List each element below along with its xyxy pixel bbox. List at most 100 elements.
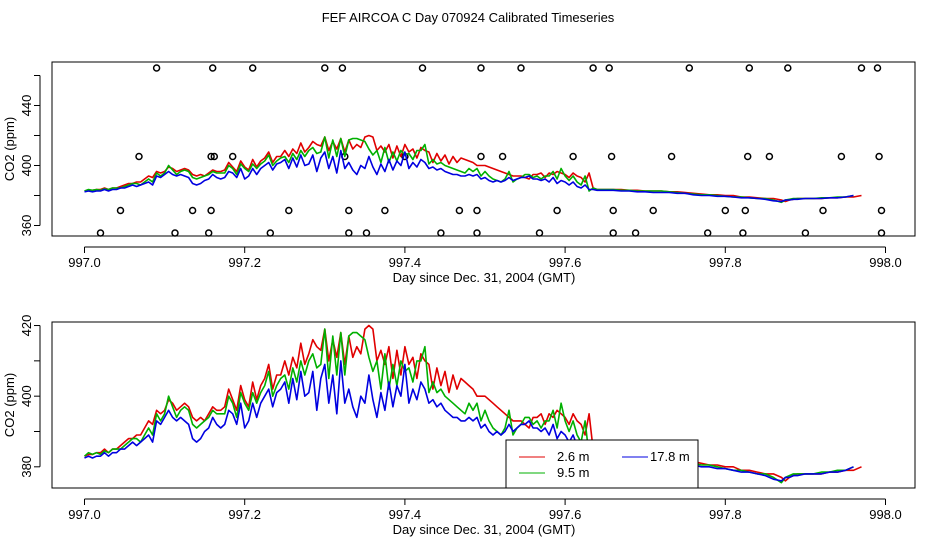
top-x-tick-label: 997.4 (389, 255, 422, 270)
reference-point (741, 206, 750, 215)
reference-point (321, 64, 329, 72)
top-x-axis-label: Day since Dec. 31, 2004 (GMT) (393, 270, 576, 285)
top-x-tick-label: 997.2 (228, 255, 261, 270)
reference-point (609, 206, 617, 215)
reference-point (857, 64, 866, 72)
top-reference-points (96, 64, 886, 237)
top-x-tick-label: 997.8 (709, 255, 742, 270)
reference-point (228, 152, 237, 161)
bottom-plot-frame (51, 321, 916, 489)
reference-point (204, 229, 213, 237)
bottom-panel: 997.0 997.2 997.4 997.6 997.8 998.0 380 400 420… (2, 315, 916, 537)
reference-point (418, 64, 427, 72)
reference-point (477, 64, 485, 72)
bottom-x-tick-label: 997.6 (549, 507, 582, 522)
reference-point (784, 64, 792, 72)
reference-point (801, 229, 810, 237)
reference-point (745, 64, 754, 72)
reference-point (171, 229, 179, 237)
reference-point (875, 152, 883, 161)
bottom-y-axis-label: CO2 (ppm) (2, 373, 17, 437)
reference-point (437, 229, 445, 237)
bottom-y-tick-label: 420 (19, 315, 34, 337)
reference-point (873, 64, 882, 72)
reference-point (667, 152, 676, 161)
reference-point (345, 229, 353, 237)
chart-title: FEF AIRCOA C Day 070924 Calibrated Times… (322, 10, 615, 25)
bottom-series-2-6m (84, 324, 862, 482)
reference-point (607, 152, 616, 161)
reference-point (703, 229, 712, 237)
bottom-y-axis: 380 400 420 (19, 315, 41, 478)
reference-point (473, 206, 481, 215)
top-x-tick-label: 997.6 (549, 255, 582, 270)
bottom-series-17-8m (84, 360, 854, 482)
top-series-9-5m (84, 136, 854, 204)
bottom-y-tick-label: 380 (19, 456, 34, 478)
reference-point (837, 152, 846, 161)
reference-point (266, 229, 275, 237)
reference-point (765, 152, 774, 161)
legend-label-17-8m: 17.8 m (650, 449, 690, 464)
top-x-axis: 997.0 997.2 997.4 997.6 997.8 998.0 (68, 246, 902, 270)
top-x-tick-label: 998.0 (869, 255, 902, 270)
top-series-lines (84, 134, 862, 204)
bottom-x-tick-label: 997.4 (389, 507, 422, 522)
legend-box (505, 439, 699, 489)
top-y-tick-label: 360 (19, 215, 34, 237)
reference-point (477, 152, 485, 161)
reference-point (553, 206, 561, 215)
reference-point (877, 206, 886, 215)
reference-point (569, 152, 577, 161)
bottom-x-tick-label: 997.8 (709, 507, 742, 522)
reference-point (362, 229, 371, 237)
bottom-x-tick-label: 997.0 (68, 507, 101, 522)
reference-point (498, 152, 507, 161)
bottom-series-lines (83, 324, 862, 484)
reference-point (473, 229, 481, 237)
bottom-x-tick-label: 998.0 (869, 507, 902, 522)
bottom-x-axis-label: Day since Dec. 31, 2004 (GMT) (393, 522, 576, 537)
reference-point (381, 206, 389, 215)
reference-point (207, 152, 215, 161)
top-y-tick-label: 400 (19, 155, 34, 177)
reference-point (455, 206, 464, 215)
reference-point (188, 206, 197, 215)
reference-point (207, 206, 215, 215)
top-y-tick-label: 440 (19, 95, 34, 117)
reference-point (517, 64, 525, 72)
reference-point (609, 229, 617, 237)
bottom-y-tick-label: 400 (19, 385, 34, 407)
reference-point (208, 64, 217, 72)
top-series-2-6m (84, 134, 862, 203)
reference-point (96, 229, 105, 237)
reference-point (135, 152, 143, 161)
reference-point (743, 152, 752, 161)
legend: 2.6 m 9.5 m 17.8 m (505, 439, 699, 489)
reference-point (116, 206, 125, 215)
reference-point (285, 206, 293, 215)
reference-point (535, 229, 544, 237)
reference-point (248, 64, 257, 72)
legend-label-9-5m: 9.5 m (557, 465, 590, 480)
reference-point (152, 64, 161, 72)
reference-point (877, 229, 886, 237)
top-panel: 997.0 997.2 997.4 997.6 997.8 998.0 360 400 440… (2, 61, 916, 285)
top-y-axis: 360 400 440 (19, 75, 41, 237)
bottom-x-axis: 997.0 997.2 997.4 997.6 997.8 998.0 (68, 498, 902, 522)
reference-point (721, 206, 730, 215)
reference-point (649, 206, 657, 215)
top-plot-frame (51, 61, 916, 237)
reference-point (338, 64, 347, 72)
reference-point (631, 229, 640, 237)
reference-point (589, 64, 597, 72)
bottom-series-9-5m (83, 328, 854, 484)
reference-point (210, 152, 219, 161)
reference-point (345, 206, 353, 215)
reference-point (605, 64, 613, 72)
top-y-axis-label: CO2 (ppm) (2, 117, 17, 181)
reference-point (739, 229, 747, 237)
reference-point (685, 64, 694, 72)
legend-label-2-6m: 2.6 m (557, 449, 590, 464)
